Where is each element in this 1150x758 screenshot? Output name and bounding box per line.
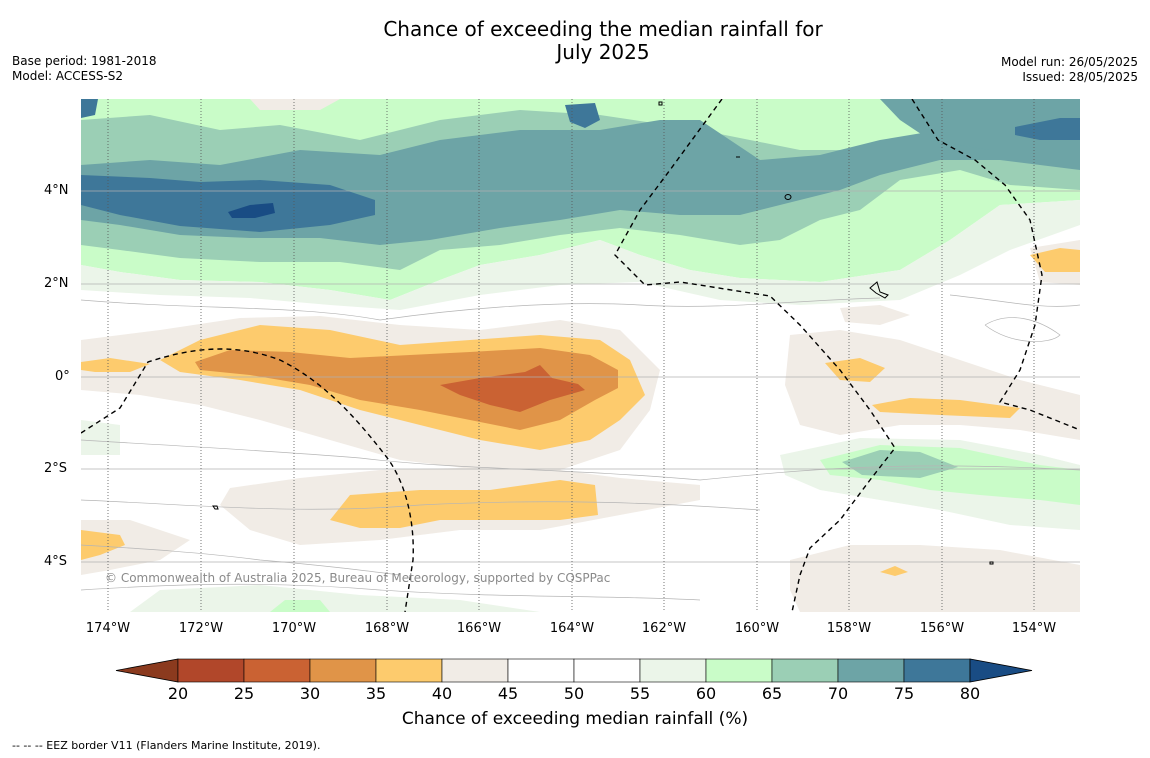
colorbar-tick: 20: [167, 684, 189, 703]
contour-lines: [81, 294, 1080, 601]
lon-label-158w: 158°W: [826, 621, 872, 636]
lon-label-156w: 156°W: [919, 621, 965, 636]
band-yellow-east-2: [872, 398, 1020, 418]
colorbar: [115, 658, 1033, 683]
band-yellow-east-1: [825, 358, 885, 382]
issued-date: Issued: 28/05/2025: [1022, 70, 1138, 84]
colorbar-label: Chance of exceeding median rainfall (%): [401, 709, 749, 729]
map-title: Chance of exceeding the median rainfall …: [0, 18, 1150, 64]
colorbar-extend-high: [969, 658, 1033, 683]
colorbar-tick: 50: [563, 684, 585, 703]
band-yellow-sw: [81, 530, 125, 560]
lon-label-174w: 174°W: [85, 621, 131, 636]
islands: [212, 101, 994, 565]
colorbar-cell: [177, 658, 245, 683]
band-green-teal-south: [842, 450, 958, 478]
copyright-text: © Commonwealth of Australia 2025, Bureau…: [105, 571, 611, 585]
lat-label-2n: 2°N: [44, 276, 69, 291]
meta-left: Base period: 1981-2018 Model: ACCESS-S2: [12, 54, 157, 84]
colorbar-tick: 80: [959, 684, 981, 703]
band-pale-green-west: [81, 420, 120, 455]
base-period: Base period: 1981-2018: [12, 54, 157, 68]
lat-label-4s: 4°S: [44, 554, 68, 569]
colorbar-cell: [243, 658, 311, 683]
colorbar-tick: 65: [761, 684, 783, 703]
colorbar-tick: 35: [365, 684, 387, 703]
colorbar-tick: 70: [827, 684, 849, 703]
lon-label-172w: 172°W: [178, 621, 224, 636]
colorbar-tick: 75: [893, 684, 915, 703]
band-blue-n: [565, 103, 600, 128]
colorbar-tick: 25: [233, 684, 255, 703]
colorbar-cell: [639, 658, 707, 683]
colorbar-tick: 60: [695, 684, 717, 703]
title-line-1: Chance of exceeding the median rainfall …: [383, 17, 823, 41]
band-cream-mid-e: [840, 305, 910, 325]
lon-label-168w: 168°W: [364, 621, 410, 636]
colorbar-cell: [507, 658, 575, 683]
eez-borders: [81, 99, 1080, 612]
map-area: [81, 99, 1080, 612]
band-cream-n: [250, 99, 340, 110]
lon-label-154w: 154°W: [1011, 621, 1057, 636]
lat-label-0: 0°: [55, 369, 70, 384]
band-yellow-ne: [1030, 248, 1080, 272]
band-light-green-sw: [270, 600, 330, 612]
colorbar-extend-low: [115, 658, 179, 683]
lon-label-170w: 170°W: [271, 621, 317, 636]
colorbar-cell: [903, 658, 971, 683]
latitude-lines: [81, 190, 1080, 563]
lon-label-166w: 166°W: [456, 621, 502, 636]
band-dark-blue: [228, 203, 275, 218]
colorbar-tick: 40: [431, 684, 453, 703]
model-name: Model: ACCESS-S2: [12, 69, 124, 83]
lat-label-4n: 4°N: [44, 183, 69, 198]
band-blue: [81, 175, 375, 232]
band-pale-green-north: [81, 200, 1080, 310]
lon-label-160w: 160°W: [734, 621, 780, 636]
colorbar-cell: [837, 658, 905, 683]
colorbar-cell: [771, 658, 839, 683]
model-run: Model run: 26/05/2025: [1000, 55, 1138, 69]
band-yellow-west: [81, 358, 150, 372]
lat-label-2s: 2°S: [44, 461, 68, 476]
colorbar-cell: [705, 658, 773, 683]
band-blue-nw: [81, 99, 98, 118]
band-yellow-south: [330, 480, 598, 528]
colorbar-cell: [573, 658, 641, 683]
lon-label-162w: 162°W: [641, 621, 687, 636]
colorbar-cell: [375, 658, 443, 683]
colorbar-tick: 55: [629, 684, 651, 703]
colorbar-tick: 30: [299, 684, 321, 703]
colorbar-cell: [441, 658, 509, 683]
lon-label-164w: 164°W: [549, 621, 595, 636]
band-blue-ne: [1015, 118, 1080, 140]
band-pale-green-sw: [130, 585, 540, 612]
band-yellow-se: [880, 566, 908, 576]
title-line-2: July 2025: [556, 40, 650, 64]
eez-footnote: -- -- -- EEZ border V11 (Flanders Marine…: [12, 739, 321, 752]
meta-right: Model run: 26/05/2025 Issued: 28/05/2025: [1001, 55, 1138, 85]
colorbar-tick: 45: [497, 684, 519, 703]
colorbar-cell: [309, 658, 377, 683]
